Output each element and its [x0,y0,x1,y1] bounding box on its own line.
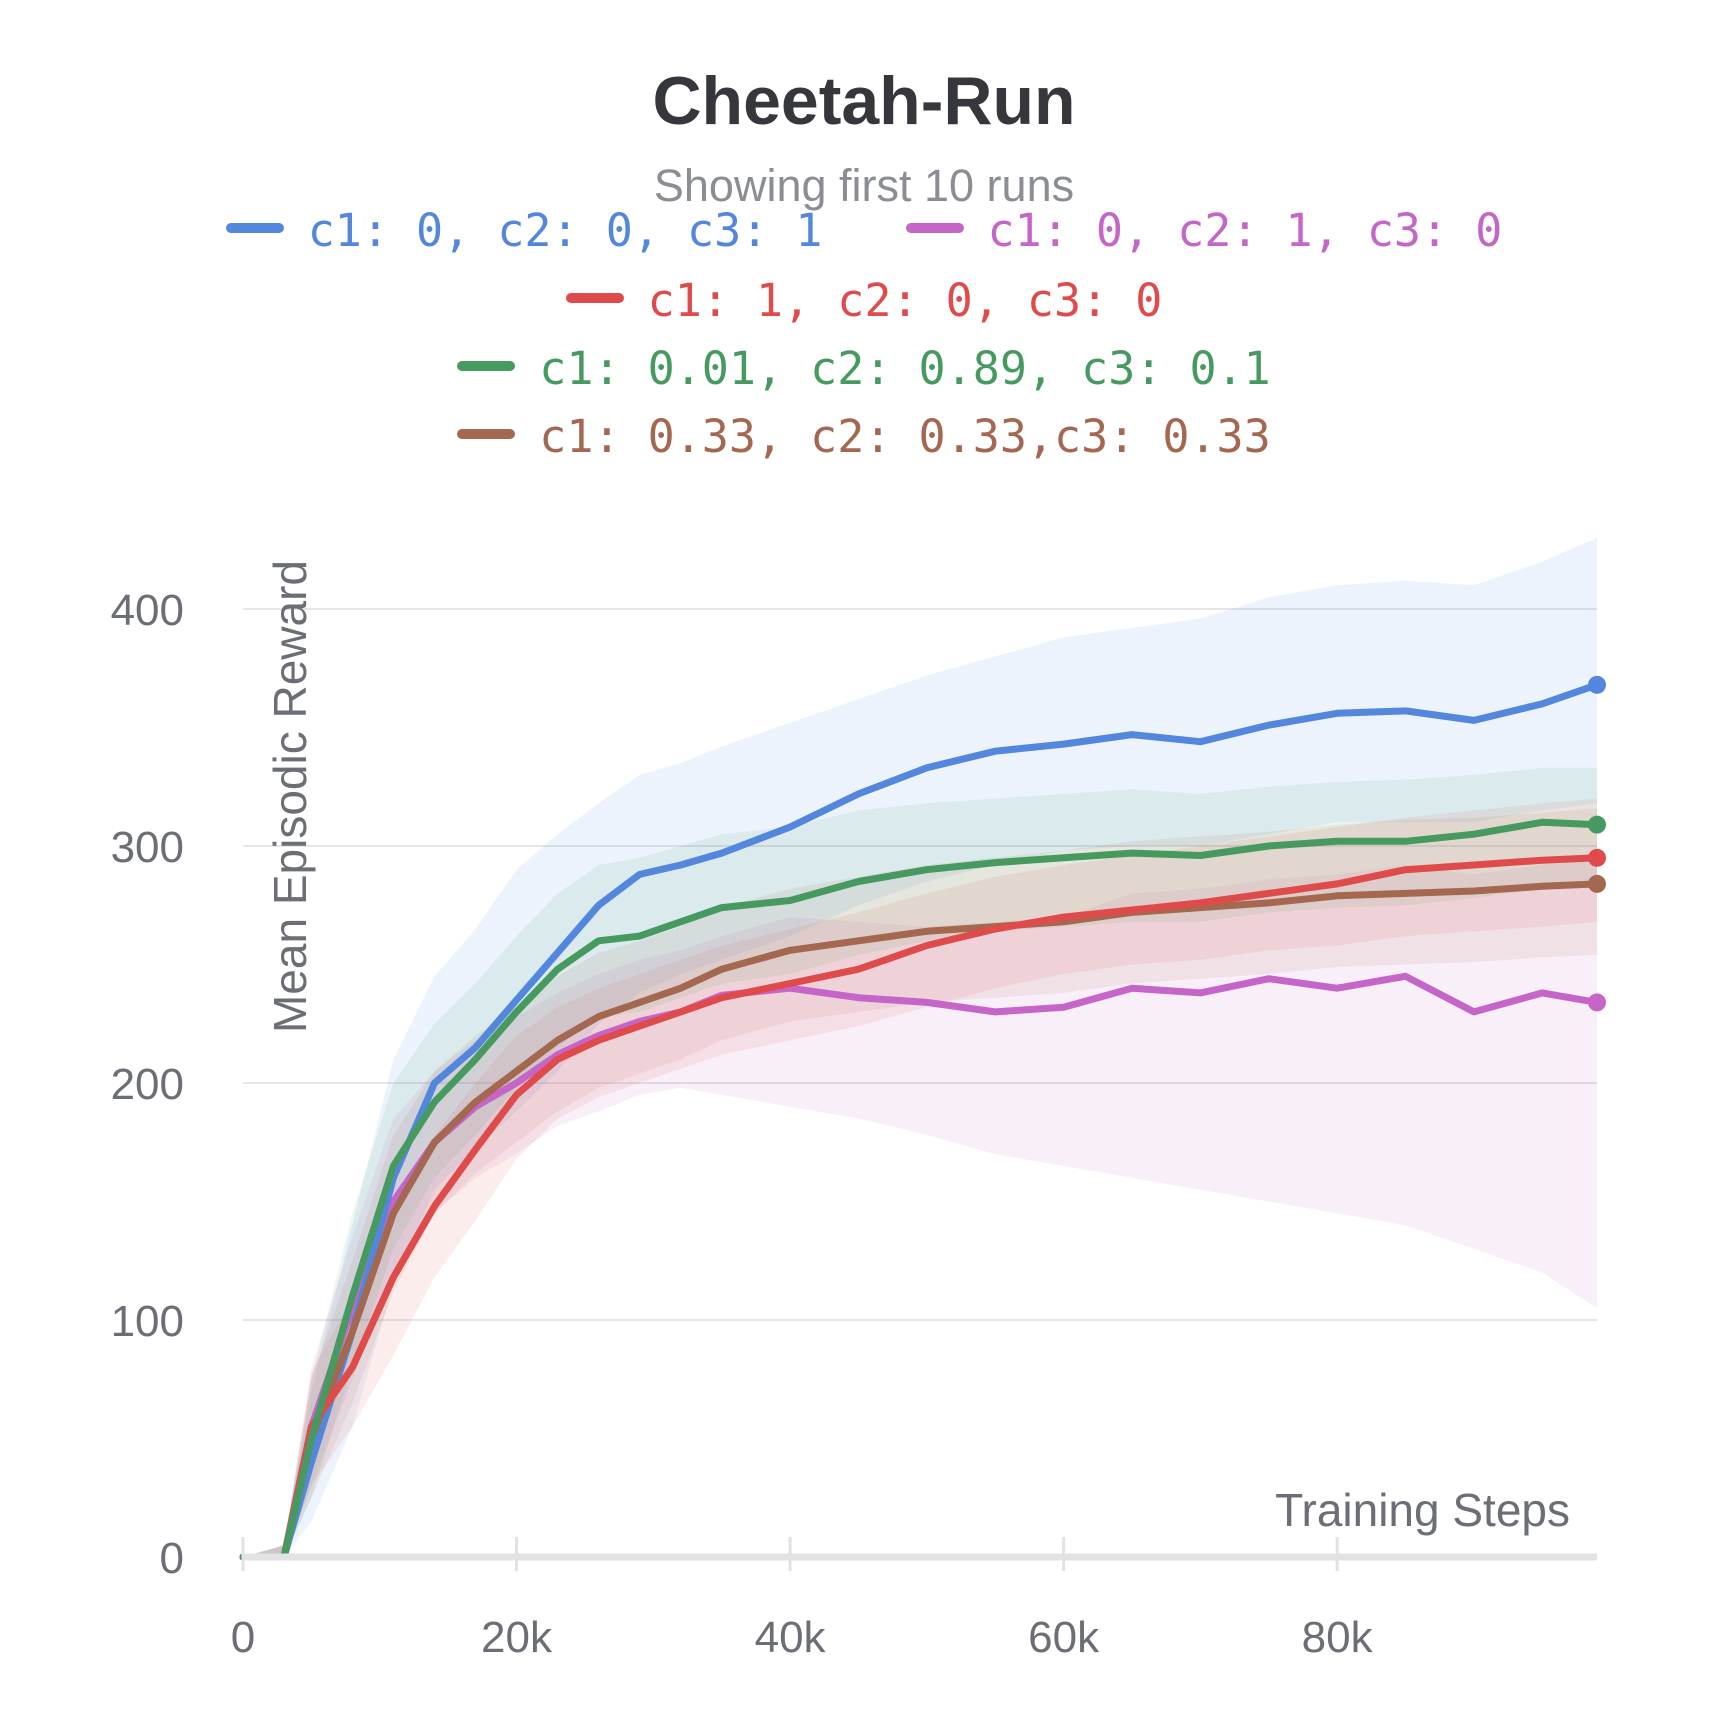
legend-label-series-4: c1: 0.33, c2: 0.33,c3: 0.33 [539,410,1271,463]
legend-item-series-1[interactable]: c1: 0, c2: 1, c3: 0 [905,204,1503,257]
confidence-band-series-0 [243,537,1597,1557]
series-line-3 [239,818,1601,1561]
y-tick-label: 100 [111,1297,184,1346]
legend-item-series-4[interactable]: c1: 0.33, c2: 0.33,c3: 0.33 [457,410,1271,463]
x-tick-label: 20k [481,1613,553,1662]
x-tick-label: 60k [1028,1613,1100,1662]
series-endpoint-3 [1588,815,1606,834]
series-line-0 [239,681,1601,1561]
y-tick-label: 300 [111,823,184,872]
legend-label-series-3: c1: 0.01, c2: 0.89, c3: 0.1 [539,342,1271,395]
y-tick-label: 200 [111,1060,184,1109]
legend-swatch-series-1 [905,223,964,233]
series-lines [239,675,1606,1561]
x-tick-label: 80k [1302,1613,1374,1662]
legend-item-series-2[interactable]: c1: 1, c2: 0, c3: 0 [565,274,1163,327]
y-tick-label: 0 [160,1534,184,1583]
chart-subtitle: Showing first 10 runs [653,160,1075,211]
legend-swatch-series-0 [225,223,284,233]
x-tick-label: 40k [755,1613,827,1662]
series-line-4 [239,880,1601,1561]
legend-label-series-1: c1: 0, c2: 1, c3: 0 [987,204,1503,257]
confidence-band-series-1 [243,857,1597,1557]
series-line-2 [239,854,1601,1561]
confidence-band-series-4 [243,808,1597,1557]
y-axis-title: Mean Episodic Reward [264,560,316,1033]
legend-row-4: c1: 0.33, c2: 0.33,c3: 0.33 [0,410,1728,463]
axes: 0 100 200 300 400 0 20k 40k 60k 80k [111,586,1597,1662]
grid-lines [243,608,1597,1321]
series-endpoint-0 [1588,675,1606,694]
legend-row-1: c1: 0, c2: 0, c3: 1 c1: 0, c2: 1, c3: 0 [0,204,1728,257]
legend-item-series-0[interactable]: c1: 0, c2: 0, c3: 1 [225,204,823,257]
legend-item-series-3[interactable]: c1: 0.01, c2: 0.89, c3: 0.1 [457,342,1271,395]
confidence-bands [243,537,1597,1557]
series-endpoint-1 [1588,993,1606,1012]
legend-row-2: c1: 1, c2: 0, c3: 0 [0,274,1728,327]
legend-swatch-series-3 [457,361,516,371]
legend-row-3: c1: 0.01, c2: 0.89, c3: 0.1 [0,342,1728,395]
x-axis-title: Training Steps [1275,1484,1570,1536]
legend-label-series-0: c1: 0, c2: 0, c3: 1 [307,204,823,257]
series-endpoint-2 [1588,848,1606,867]
x-tick-label: 0 [231,1613,255,1662]
confidence-band-series-3 [243,767,1597,1557]
chart-title: Cheetah-Run [652,63,1076,139]
legend-label-series-2: c1: 1, c2: 0, c3: 0 [647,274,1163,327]
legend-swatch-series-2 [565,293,624,303]
y-tick-label: 400 [111,586,184,635]
legend-swatch-series-4 [457,429,516,439]
series-endpoint-4 [1588,874,1606,893]
